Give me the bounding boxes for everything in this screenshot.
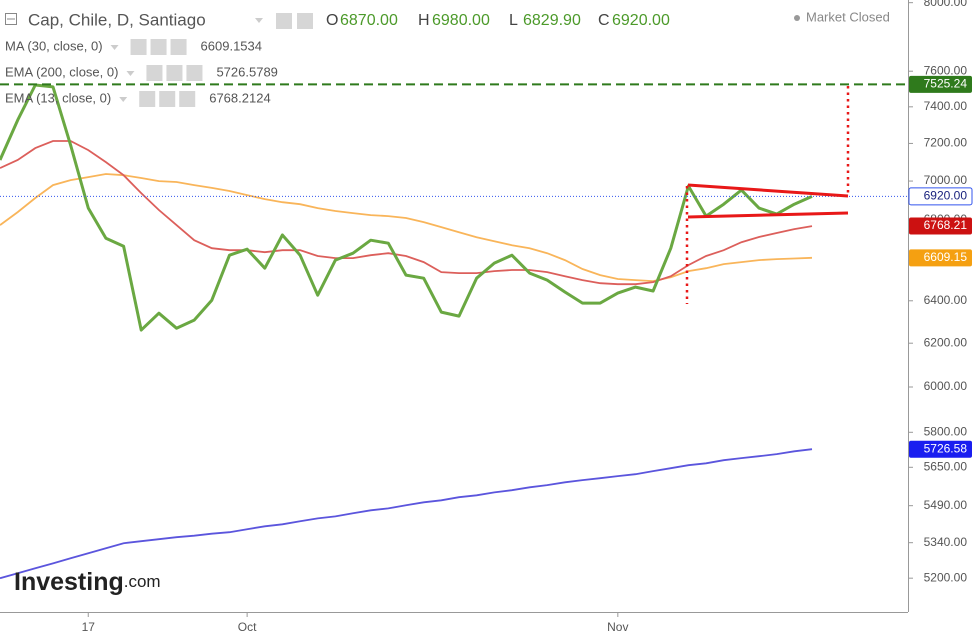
y-tick-label: 5200.00 — [924, 570, 968, 584]
price-tag — [909, 75, 972, 93]
eye-icon[interactable] — [276, 13, 292, 29]
ohlc-readout: O 6870.00 H 6980.00 L 6829.90 C 6920.00 — [326, 12, 670, 29]
ohlc-value: 6920.00 — [612, 12, 670, 29]
settings-icon[interactable] — [297, 13, 313, 29]
y-tick-label: 7600.00 — [924, 63, 968, 77]
price-line — [0, 83, 813, 332]
settings-icon[interactable] — [159, 91, 176, 107]
x-tick-label: 17 — [82, 620, 96, 634]
watermark: Investing.com — [14, 568, 161, 596]
eye-icon[interactable] — [146, 65, 163, 81]
indicator-name: EMA (13, close, 0) — [5, 90, 111, 105]
y-tick-label: 8000.00 — [924, 0, 968, 9]
price-tag-label: 7525.24 — [924, 77, 968, 91]
indicator-value: 6609.1534 — [201, 38, 262, 53]
y-tick-label: 5490.00 — [924, 498, 968, 512]
ohlc-key: L — [509, 12, 518, 29]
price-tag-label: 6609.15 — [924, 250, 968, 264]
indicator-name: EMA (200, close, 0) — [5, 64, 118, 79]
ohlc-key: O — [326, 12, 338, 29]
y-tick-label: 6200.00 — [924, 335, 968, 349]
dropdown-arrow[interactable] — [255, 18, 263, 23]
y-tick-label: 6000.00 — [924, 379, 968, 393]
indicator-value: 5726.5789 — [216, 64, 277, 79]
y-tick-label: 5650.00 — [924, 459, 968, 473]
x-tick-label: Nov — [607, 620, 628, 634]
triangle-upper — [687, 183, 849, 198]
triangle-lower — [687, 211, 849, 219]
price-tag — [909, 440, 972, 458]
price-tag-label: 6920.00 — [924, 189, 968, 203]
plot-area — [0, 83, 908, 580]
ohlc-key: C — [598, 12, 610, 29]
eye-icon[interactable] — [130, 39, 147, 55]
y-tick-label: 7200.00 — [924, 136, 968, 150]
eye-icon[interactable] — [139, 91, 156, 107]
price-tag-label: 6768.21 — [924, 218, 968, 232]
dropdown-arrow[interactable] — [119, 97, 128, 102]
indicator-line — [0, 173, 813, 283]
settings-icon[interactable] — [150, 39, 167, 55]
y-tick-label: 7400.00 — [924, 99, 968, 113]
indicator-line — [0, 140, 813, 286]
market-status: Market Closed — [806, 9, 890, 24]
symbol-title: Cap, Chile, D, Santiago — [28, 10, 206, 29]
settings-icon[interactable] — [166, 65, 183, 81]
ohlc-value: 6870.00 — [340, 12, 398, 29]
indicator-legend: MA (30, close, 0) 6609.1534 EMA (200, clos… — [5, 38, 278, 107]
dropdown-arrow[interactable] — [126, 71, 135, 76]
y-tick-label: 6400.00 — [924, 293, 968, 307]
remove-icon[interactable] — [186, 65, 203, 81]
watermark-domain: .com — [124, 572, 161, 591]
remove-icon[interactable] — [170, 39, 187, 55]
dropdown-arrow[interactable] — [110, 45, 119, 50]
x-tick-label: Oct — [238, 620, 257, 634]
price-tag-label: 5726.58 — [924, 441, 968, 455]
y-tick-label: 5800.00 — [924, 424, 968, 438]
indicator-name: MA (30, close, 0) — [5, 38, 103, 53]
y-tick-label: 5340.00 — [924, 535, 968, 549]
y-tick-label: 7000.00 — [924, 173, 968, 187]
indicator-value: 6768.2124 — [209, 90, 270, 105]
status-dot — [794, 15, 800, 21]
collapse-icon[interactable] — [5, 13, 17, 25]
pattern-annotation — [685, 86, 850, 304]
indicator-line — [0, 448, 813, 580]
price-tag — [909, 249, 972, 267]
watermark-brand: Investing — [14, 568, 124, 596]
ohlc-value: 6829.90 — [523, 12, 581, 29]
remove-icon[interactable] — [179, 91, 196, 107]
ohlc-value: 6980.00 — [432, 12, 490, 29]
price-tag — [908, 187, 973, 206]
ohlc-key: H — [418, 12, 430, 29]
price-tag — [909, 217, 972, 235]
